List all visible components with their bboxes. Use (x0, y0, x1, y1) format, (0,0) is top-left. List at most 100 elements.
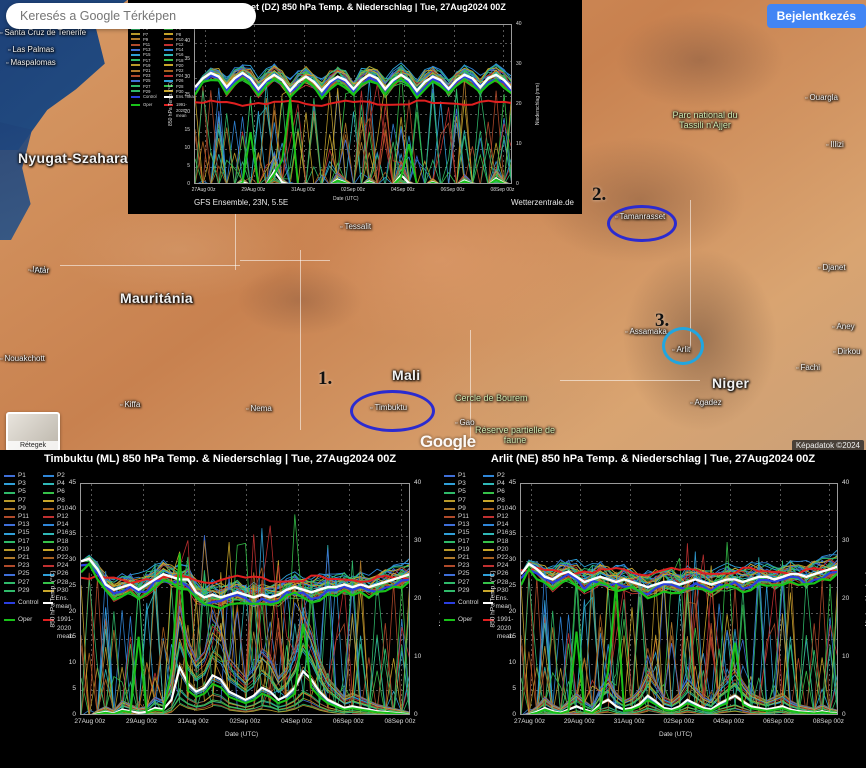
legend-label: P9 (18, 504, 26, 512)
gridline-vertical (580, 484, 581, 714)
search-input[interactable] (18, 8, 244, 24)
gridline-vertical (349, 484, 350, 714)
legend-item: P17 (131, 58, 164, 63)
temp-member-line (521, 558, 837, 584)
gridline-vertical (630, 484, 631, 714)
y2-axis-tick: 40 (414, 478, 422, 486)
legend-item: P29 (131, 89, 164, 94)
y2-axis-tick: 30 (516, 60, 522, 67)
legend-label: P2 (497, 472, 505, 479)
legend-swatch (131, 33, 140, 36)
legend-item: Control (131, 94, 164, 99)
climate-mean-line (195, 99, 511, 107)
legend-label: P13 (458, 521, 470, 529)
x-axis-tick: 27Aug 00z (513, 718, 546, 725)
oper-precip-line (238, 99, 507, 183)
chart-series (521, 541, 837, 714)
legend-label: P7 (458, 496, 466, 504)
legend-label: P25 (458, 570, 470, 578)
legend-label: P22 (176, 68, 184, 74)
legend-item: P21 (444, 554, 483, 562)
gridline-vertical (401, 484, 402, 714)
gridline-horizontal (195, 131, 511, 133)
chart-plot-area[interactable] (194, 24, 512, 184)
legend-swatch (483, 548, 494, 551)
legend-item: P18 (164, 58, 197, 63)
legend-label: P16 (176, 52, 184, 58)
chart-legend: P1P2P3P4P5P6P7P8P9P10P11P12P13P14P15P16P… (131, 16, 197, 118)
legend-item: P27 (4, 579, 43, 587)
precip-member-line (234, 94, 511, 183)
search-box[interactable] (6, 3, 256, 29)
precip-member-line (81, 577, 409, 714)
y-axis-tick: 20 (184, 109, 190, 116)
legend-swatch (444, 581, 455, 584)
chart-series (81, 514, 409, 714)
map-layers-button[interactable]: Rétegek (6, 412, 60, 450)
chart-timbuktu[interactable]: Timbuktu (ML) 850 hPa Temp. & Niederschl… (0, 450, 440, 768)
y-axis-tick: 0 (187, 180, 190, 187)
sign-in-button[interactable]: Bejelentkezés (766, 4, 866, 28)
legend-item: P14 (483, 521, 522, 529)
legend-label: P28 (176, 83, 184, 89)
y-axis-tick: 35 (68, 530, 76, 538)
gridline-horizontal (521, 638, 837, 640)
legend-label: P11 (18, 513, 29, 521)
legend-item: Control (444, 599, 483, 607)
y2-axis-tick: 20 (842, 594, 850, 602)
legend-item: P12 (164, 42, 197, 47)
legend-swatch (43, 548, 54, 551)
legend-swatch (43, 573, 54, 576)
chart-series (195, 62, 511, 183)
chart-tamanrasset[interactable]: Tamanrasset (DZ) 850 hPa Temp. & Nieders… (128, 0, 582, 214)
y-axis-title: 850 hPa Temp. (°C) (489, 570, 497, 628)
gridline-horizontal (521, 612, 837, 614)
chart-plot-area[interactable] (80, 483, 410, 715)
legend-label: P12 (57, 513, 69, 521)
legend-label: P20 (176, 62, 184, 68)
legend-swatch (131, 43, 140, 46)
legend-label: P29 (458, 586, 470, 594)
legend-item: P29 (4, 587, 43, 595)
legend-item: P26 (164, 78, 197, 83)
chart-footer-right: Wetterzentrale.de (511, 198, 574, 207)
legend-label: P25 (18, 570, 30, 578)
legend-label: P14 (176, 47, 184, 53)
chart-plot-area[interactable] (520, 483, 838, 715)
legend-label: 1991-2020 mean (497, 616, 514, 640)
oper-temp-line (195, 76, 511, 101)
gridline-horizontal (521, 535, 837, 537)
legend-swatch (131, 64, 140, 67)
legend-swatch (164, 28, 173, 30)
legend-label: P3 (458, 480, 466, 488)
y-axis-title: 850 hPa Temp. (°C) (49, 570, 57, 628)
y2-axis-tick: 0 (516, 180, 519, 187)
y-axis-tick: 15 (508, 633, 516, 641)
legend-swatch (444, 499, 455, 502)
chart-arlit[interactable]: Arlit (NE) 850 hPa Temp. & Niederschlag … (440, 450, 866, 768)
ensmean-temp-line (195, 71, 511, 93)
map-attribution-bar: Képadatok ©2024 (791, 440, 864, 450)
legend-label: P13 (143, 47, 151, 53)
legend-item: P10 (43, 505, 82, 513)
legend-label: P18 (57, 537, 69, 545)
legend-swatch (444, 548, 455, 551)
legend-item: P28 (43, 579, 82, 587)
legend-swatch (483, 524, 494, 527)
legend-swatch (444, 483, 455, 486)
precip-member-line (195, 90, 511, 183)
precip-member-line (81, 577, 394, 714)
legend-label: P9 (458, 504, 466, 512)
chart-title: Tamanrasset (DZ) 850 hPa Temp. & Nieders… (204, 2, 506, 12)
legend-item: P2 (43, 472, 82, 480)
legend-item: P18 (483, 538, 522, 546)
x-axis-tick: 04Sep 00z (281, 718, 313, 725)
x-axis-tick: 06Sep 00z (763, 718, 795, 725)
y-axis-tick: 40 (508, 504, 516, 512)
legend-label: P14 (57, 521, 69, 529)
legend-item: P24 (43, 562, 82, 570)
legend-item: P15 (4, 529, 43, 537)
y-axis-tick: 5 (512, 684, 516, 692)
legend-swatch (164, 95, 173, 98)
legend-item: P19 (131, 63, 164, 68)
